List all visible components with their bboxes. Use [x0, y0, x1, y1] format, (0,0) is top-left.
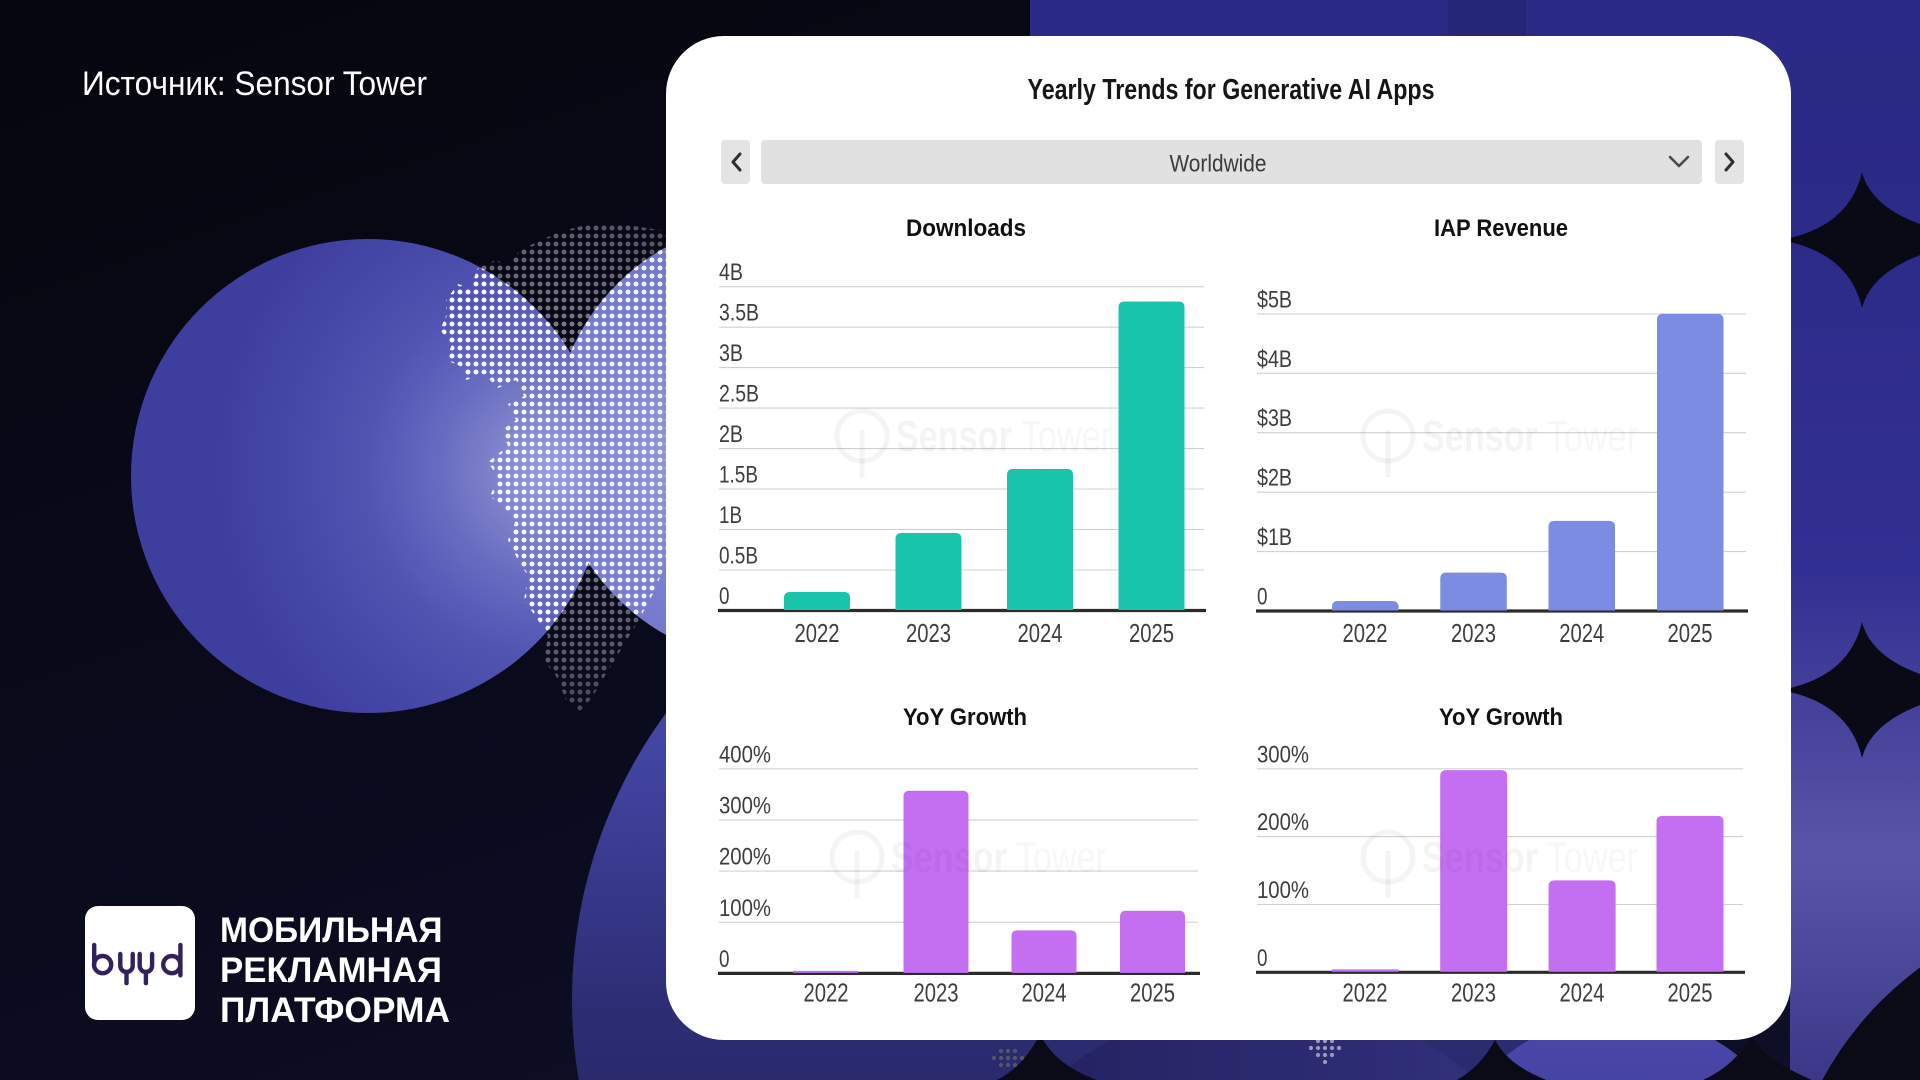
svg-text:Downloads: Downloads: [906, 215, 1026, 242]
svg-text:2022: 2022: [795, 618, 840, 648]
svg-text:2024: 2024: [1560, 978, 1605, 1008]
svg-text:Sensor Tower: Sensor Tower: [891, 833, 1107, 882]
svg-text:$4B: $4B: [1257, 346, 1292, 373]
svg-text:400%: 400%: [719, 741, 771, 768]
svg-text:YoY Growth: YoY Growth: [1439, 704, 1563, 731]
svg-text:300%: 300%: [719, 792, 771, 819]
svg-text:300%: 300%: [1257, 741, 1309, 768]
svg-text:2.5B: 2.5B: [719, 381, 759, 408]
svg-text:1B: 1B: [719, 502, 742, 529]
svg-text:2B: 2B: [719, 421, 743, 448]
svg-text:2022: 2022: [1343, 618, 1388, 648]
svg-text:$1B: $1B: [1257, 524, 1292, 551]
svg-text:0.5B: 0.5B: [719, 543, 758, 570]
svg-text:0: 0: [1257, 584, 1268, 611]
svg-text:2023: 2023: [1451, 618, 1496, 648]
svg-text:0: 0: [719, 946, 730, 973]
svg-text:0: 0: [719, 583, 730, 610]
svg-text:0: 0: [1257, 945, 1268, 972]
svg-text:2025: 2025: [1129, 618, 1174, 648]
svg-text:2025: 2025: [1668, 618, 1713, 648]
svg-text:2023: 2023: [914, 978, 959, 1008]
svg-text:$3B: $3B: [1257, 405, 1292, 432]
svg-text:ПЛАТФОРМА: ПЛАТФОРМА: [220, 991, 450, 1030]
svg-text:1.5B: 1.5B: [719, 462, 758, 489]
svg-text:2022: 2022: [804, 978, 849, 1008]
svg-text:Sensor Tower: Sensor Tower: [1422, 833, 1638, 882]
svg-text:IAP Revenue: IAP Revenue: [1434, 215, 1568, 242]
svg-text:Sensor Tower: Sensor Tower: [896, 412, 1112, 461]
svg-text:Yearly Trends for Generative A: Yearly Trends for Generative AI Apps: [1028, 74, 1435, 106]
svg-text:100%: 100%: [719, 895, 771, 922]
svg-text:2024: 2024: [1018, 618, 1063, 648]
svg-text:4B: 4B: [719, 259, 743, 286]
svg-text:200%: 200%: [719, 844, 771, 871]
svg-text:2025: 2025: [1668, 978, 1713, 1008]
svg-text:2024: 2024: [1022, 978, 1067, 1008]
svg-text:МОБИЛЬНАЯ: МОБИЛЬНАЯ: [220, 911, 443, 950]
svg-text:200%: 200%: [1257, 809, 1309, 836]
svg-text:2024: 2024: [1559, 618, 1604, 648]
svg-text:2022: 2022: [1343, 978, 1388, 1008]
svg-text:3B: 3B: [719, 340, 743, 367]
svg-text:100%: 100%: [1257, 877, 1309, 904]
svg-text:Worldwide: Worldwide: [1170, 151, 1267, 178]
svg-text:РЕКЛАМНАЯ: РЕКЛАМНАЯ: [220, 951, 442, 990]
svg-text:2023: 2023: [906, 618, 951, 648]
svg-text:$5B: $5B: [1257, 286, 1292, 313]
svg-text:Источник: Sensor Tower: Источник: Sensor Tower: [82, 65, 427, 103]
svg-text:2023: 2023: [1451, 978, 1496, 1008]
svg-text:Sensor Tower: Sensor Tower: [1422, 412, 1638, 461]
svg-text:YoY Growth: YoY Growth: [903, 704, 1027, 731]
svg-text:3.5B: 3.5B: [719, 300, 759, 327]
svg-text:2025: 2025: [1130, 978, 1175, 1008]
svg-text:$2B: $2B: [1257, 465, 1292, 492]
